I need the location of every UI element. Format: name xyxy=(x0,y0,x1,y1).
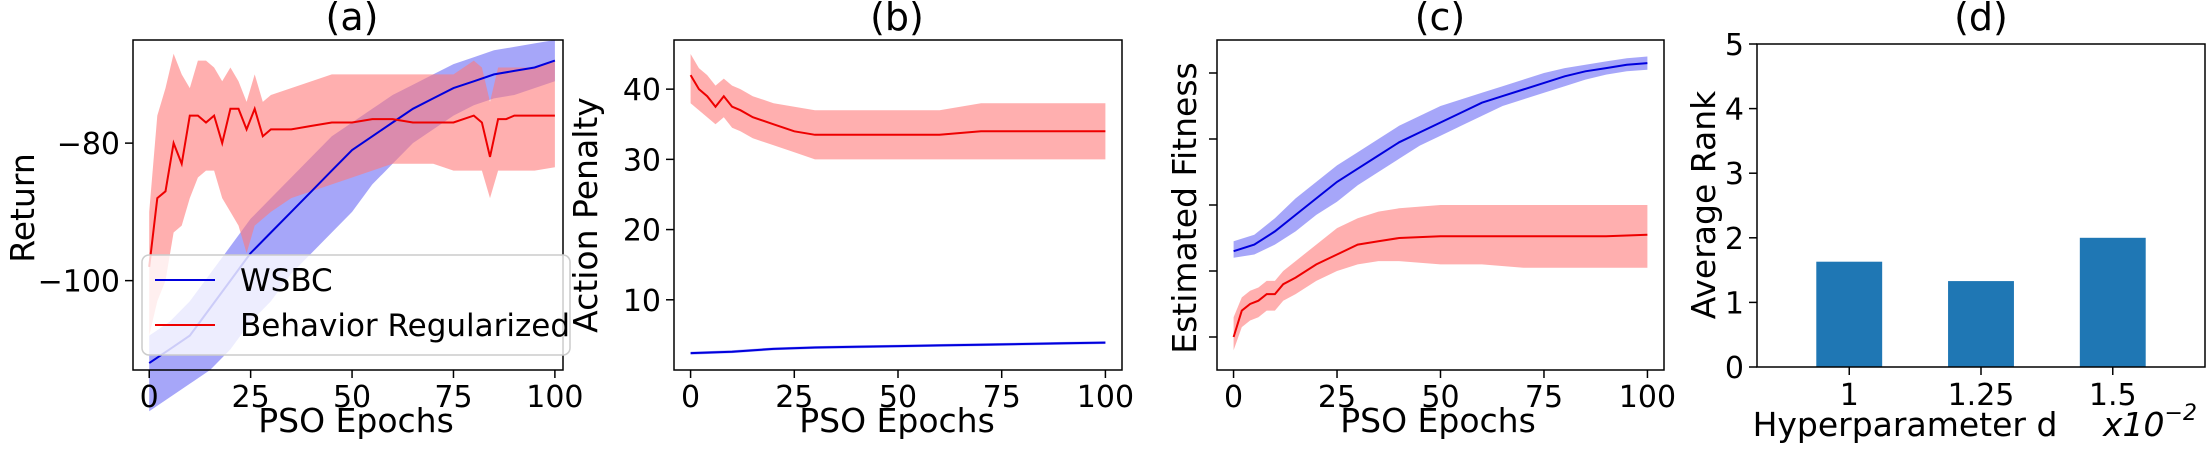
y-axis-label: Estimated Fitness xyxy=(1165,62,1204,354)
x-tick-label: 50 xyxy=(879,380,917,415)
plot-frame xyxy=(132,39,564,371)
y-tick-label: 20 xyxy=(623,214,661,249)
series-1-line xyxy=(1232,233,1648,338)
legend-label-behavior-regularized: Behavior Regularized xyxy=(240,308,570,344)
x-tick-label: 100 xyxy=(1077,380,1134,415)
panel-title: (b) xyxy=(870,0,924,39)
x-tick-label: 1.5 xyxy=(2089,378,2137,413)
x-tick-label: 1.25 xyxy=(1948,378,2015,413)
panel-title: (a) xyxy=(326,0,379,39)
plot-frame xyxy=(673,39,1123,371)
legend-box xyxy=(141,254,571,356)
panel-title: (d) xyxy=(1954,0,2008,39)
b-lines xyxy=(689,74,1106,355)
bar xyxy=(1948,281,2014,367)
panel-d: 1 1.25 1.5 0 1 2 3 4 5 (d) Average Rank Hyperpar… xyxy=(1684,0,2206,444)
d-bars xyxy=(1816,237,2146,367)
x-multiplier-base: x10 xyxy=(2102,405,2165,444)
x-tick-label: 0 xyxy=(1224,380,1243,415)
x-axis-label: PSO Epochs xyxy=(1340,401,1536,440)
series-0-band xyxy=(1233,56,1648,258)
y-tick-label: 5 xyxy=(1725,28,1744,63)
y-axis-label: Average Rank xyxy=(1684,90,1723,319)
c-bands xyxy=(1233,56,1648,351)
x-tick-label: 75 xyxy=(434,380,472,415)
y-axis-label: Action Penalty xyxy=(566,97,605,333)
x-tick-label: 25 xyxy=(232,380,270,415)
panel-a: 0 25 50 75 100−100−80 (a) PSO Epochs Return … xyxy=(3,0,584,440)
x-axis-label: PSO Epochs xyxy=(799,401,995,440)
x-axis-label: PSO Epochs xyxy=(258,401,454,440)
b-ticks: 0 25 50 75 100 10 20 30 40 xyxy=(623,73,1134,415)
y-tick-label: 3 xyxy=(1725,157,1744,192)
x-axis-label-text: Hyperparameter d xyxy=(1753,405,2058,444)
panel-c: 0 25 50 75 100 (c) PSO Epochs Estimated Fitn… xyxy=(1165,0,1676,440)
x-tick-label: 50 xyxy=(333,380,371,415)
series-1-line xyxy=(148,105,555,268)
y-axis-label: Return xyxy=(3,153,42,263)
series-1-band xyxy=(149,53,555,336)
x-tick-label: 0 xyxy=(140,380,159,415)
x-axis-label: Hyperparameter d xyxy=(1753,405,2058,444)
series-0-line xyxy=(690,341,1106,355)
d-ticks: 1 1.25 1.5 0 1 2 3 4 5 xyxy=(1725,28,2137,413)
b-bands xyxy=(690,54,1106,355)
legend-label-wsbc: WSBC xyxy=(240,263,333,299)
series-1-band xyxy=(690,54,1106,160)
panel-b: 0 25 50 75 100 10 20 30 40 (b) PSO Epochs Action… xyxy=(566,0,1134,440)
x-tick-label: 0 xyxy=(681,380,700,415)
x-multiplier-label: x10−2 xyxy=(2102,401,2197,444)
x-tick-label: 25 xyxy=(1318,380,1356,415)
y-tick-label: −80 xyxy=(57,127,120,162)
bar xyxy=(2079,237,2146,367)
legend: WSBC Behavior Regularized xyxy=(141,254,571,356)
y-tick-label: 10 xyxy=(623,284,661,319)
y-tick-label: 30 xyxy=(623,143,661,178)
x-multiplier-exponent: −2 xyxy=(2165,401,2197,426)
y-tick-label: 0 xyxy=(1725,351,1744,386)
y-tick-label: 2 xyxy=(1725,222,1744,257)
series-1-line xyxy=(689,74,1106,136)
a-ticks: 0 25 50 75 100 −100 −80 xyxy=(38,127,584,415)
series-1-band xyxy=(1233,205,1648,351)
x-tick-label: 100 xyxy=(526,380,583,415)
x-tick-label: 25 xyxy=(775,380,813,415)
x-tick-label: 75 xyxy=(1525,380,1563,415)
y-tick-label: 4 xyxy=(1725,93,1744,128)
y-tick-label: −100 xyxy=(38,265,120,300)
c-lines xyxy=(1232,62,1648,338)
x-tick-label: 1 xyxy=(1840,378,1859,413)
bar xyxy=(1816,261,1883,367)
c-ticks: 0 25 50 75 100 xyxy=(1209,72,1676,415)
panel-title: (c) xyxy=(1415,0,1466,39)
series-0-line xyxy=(1233,62,1648,253)
y-tick-label: 40 xyxy=(623,73,661,108)
x-tick-label: 100 xyxy=(1619,380,1676,415)
x-tick-label: 75 xyxy=(983,380,1021,415)
x-tick-label: 50 xyxy=(1421,380,1459,415)
y-tick-label: 1 xyxy=(1725,286,1744,321)
